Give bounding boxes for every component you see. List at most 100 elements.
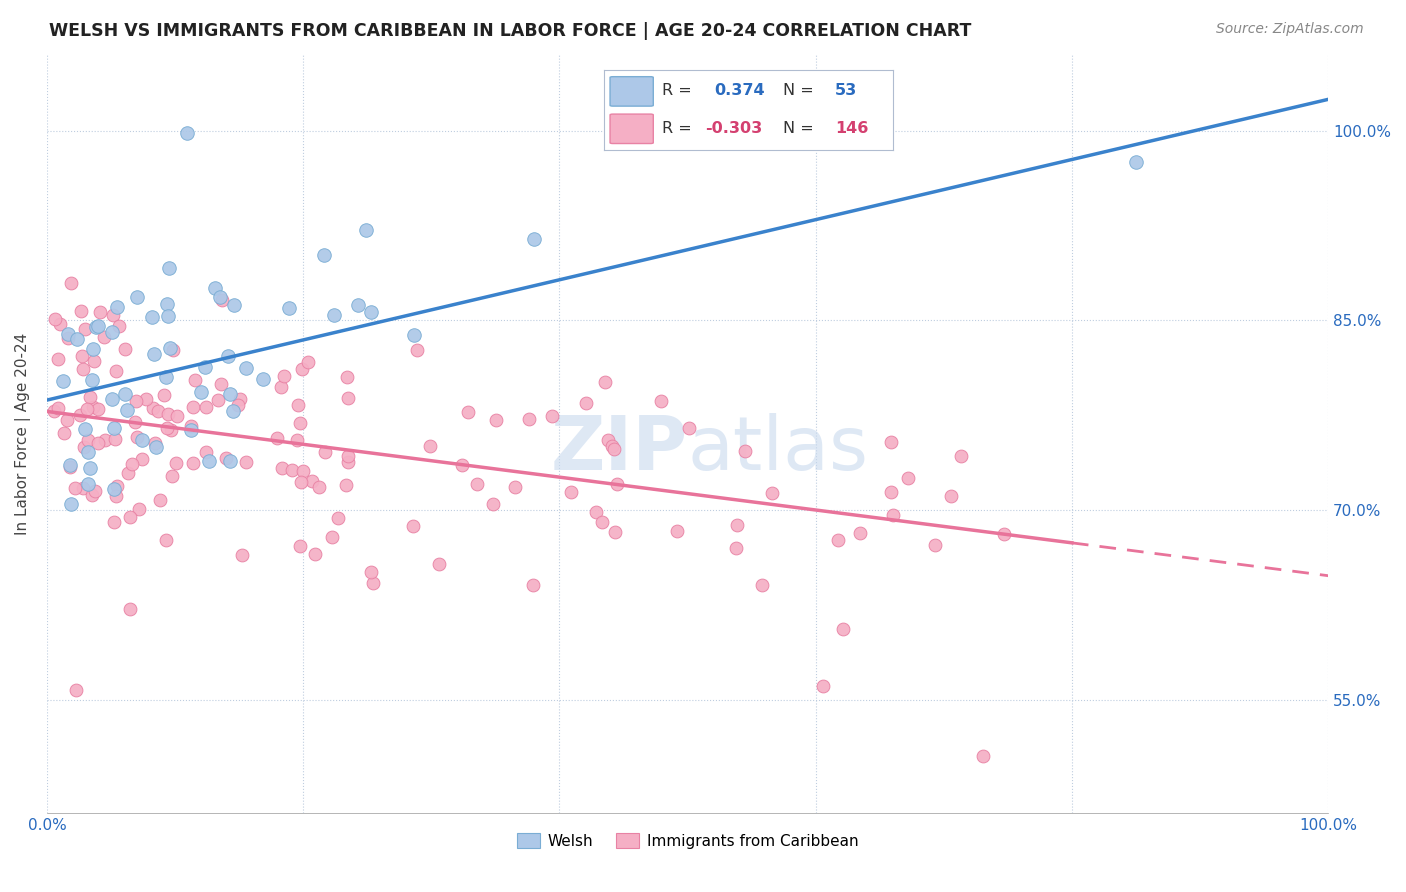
Point xyxy=(297,355,319,369)
Point xyxy=(198,453,221,467)
Point xyxy=(222,297,245,311)
Point xyxy=(73,321,96,335)
Point xyxy=(523,232,546,246)
Point xyxy=(949,450,972,464)
Point xyxy=(59,458,82,472)
Point xyxy=(103,432,125,446)
Point xyxy=(897,471,920,485)
Point xyxy=(103,515,125,529)
Point xyxy=(53,425,76,440)
Point xyxy=(128,501,150,516)
Point xyxy=(725,541,748,555)
Point xyxy=(465,477,488,491)
Point xyxy=(121,457,143,471)
Point xyxy=(142,401,165,415)
Point xyxy=(827,533,849,547)
Point xyxy=(209,376,232,391)
Point xyxy=(356,223,378,237)
Point xyxy=(593,376,616,390)
Point xyxy=(103,482,125,496)
Point xyxy=(591,516,613,530)
Point xyxy=(149,492,172,507)
Point xyxy=(335,477,357,491)
Point xyxy=(517,412,540,426)
Point xyxy=(176,126,198,140)
Point xyxy=(575,396,598,410)
Point xyxy=(301,474,323,488)
Point xyxy=(457,405,479,419)
Point xyxy=(321,530,343,544)
Point xyxy=(82,373,104,387)
Point xyxy=(831,622,853,636)
Point xyxy=(153,388,176,402)
Point xyxy=(226,397,249,411)
Point xyxy=(291,362,314,376)
Text: Source: ZipAtlas.com: Source: ZipAtlas.com xyxy=(1216,22,1364,37)
Point xyxy=(882,508,904,522)
Point xyxy=(69,409,91,423)
Text: ZIP: ZIP xyxy=(550,413,688,486)
Point xyxy=(66,332,89,346)
Point xyxy=(190,384,212,399)
Point xyxy=(180,418,202,433)
Point xyxy=(229,392,252,407)
Point xyxy=(60,497,83,511)
Point xyxy=(222,404,245,418)
Point xyxy=(120,602,142,616)
Point xyxy=(120,510,142,524)
Point xyxy=(157,407,180,421)
Point xyxy=(972,749,994,764)
Point xyxy=(285,433,308,447)
Point xyxy=(70,304,93,318)
Point xyxy=(77,434,100,448)
Point xyxy=(204,281,226,295)
Point xyxy=(125,394,148,409)
Point xyxy=(288,539,311,553)
Point xyxy=(761,485,783,500)
Point xyxy=(725,517,748,532)
Point xyxy=(231,548,253,562)
Point xyxy=(84,320,107,334)
Point xyxy=(86,401,108,416)
Point xyxy=(59,460,82,475)
Point xyxy=(606,476,628,491)
Point xyxy=(195,445,218,459)
Point xyxy=(79,390,101,404)
Point xyxy=(181,400,204,414)
Point xyxy=(337,454,360,468)
Point xyxy=(308,480,330,494)
Point xyxy=(993,527,1015,541)
Point xyxy=(93,330,115,344)
Point xyxy=(141,310,163,325)
Point xyxy=(44,311,66,326)
Point xyxy=(336,370,359,384)
Point xyxy=(235,455,257,469)
Point xyxy=(585,504,607,518)
Point xyxy=(541,409,564,423)
Point xyxy=(402,328,425,343)
Point xyxy=(82,401,104,415)
Point xyxy=(135,392,157,406)
Point xyxy=(598,433,620,447)
Point xyxy=(127,429,149,443)
Point xyxy=(219,387,242,401)
Point xyxy=(103,420,125,434)
Point xyxy=(101,392,124,406)
Point xyxy=(482,497,505,511)
Point xyxy=(48,318,70,332)
Point xyxy=(406,343,429,358)
Point xyxy=(291,464,314,478)
Point xyxy=(419,439,441,453)
Point xyxy=(328,511,350,525)
Point xyxy=(72,350,94,364)
Point xyxy=(165,456,187,470)
Point xyxy=(211,293,233,308)
Point xyxy=(159,341,181,355)
Point xyxy=(208,290,231,304)
Point xyxy=(159,423,181,437)
Point xyxy=(44,404,66,418)
Point xyxy=(273,368,295,383)
Point xyxy=(131,434,153,448)
Point xyxy=(79,461,101,475)
Point xyxy=(56,331,79,345)
